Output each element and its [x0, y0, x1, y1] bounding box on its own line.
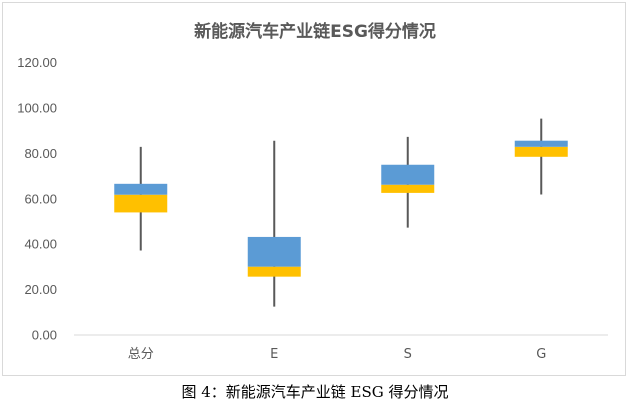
y-tick-label: 60.00	[24, 191, 57, 206]
y-tick-label: 80.00	[24, 146, 57, 161]
upper-box	[381, 164, 435, 185]
box-s	[381, 136, 435, 228]
upper-box	[514, 140, 568, 147]
x-axis: 总分 E S G	[74, 334, 608, 362]
lower-box	[114, 194, 168, 213]
lower-box	[514, 146, 568, 157]
x-tick-label: G	[536, 347, 546, 362]
figure-caption: 图 4：新能源汽车产业链 ESG 得分情况	[181, 383, 449, 401]
x-tick-label: 总分	[128, 347, 154, 362]
y-tick-label: 20.00	[24, 282, 57, 297]
box-total	[114, 146, 168, 251]
lower-box	[381, 184, 435, 193]
upper-box	[114, 183, 168, 195]
upper-box	[247, 236, 301, 267]
x-tick-label: E	[270, 347, 278, 362]
y-tick-label: 120.00	[17, 55, 57, 70]
y-tick-label: 0.00	[32, 328, 57, 343]
box-e	[247, 140, 301, 307]
y-tick-label: 40.00	[24, 237, 57, 252]
x-tick-label: S	[404, 347, 412, 362]
lower-box	[247, 266, 301, 277]
box-series	[114, 118, 568, 307]
chart-title: 新能源汽车产业链ESG得分情况	[194, 22, 436, 42]
y-axis: 0.00 20.00 40.00 60.00 80.00 100.00 120.00	[17, 55, 57, 342]
chart-frame	[2, 2, 626, 376]
box-g	[514, 118, 568, 195]
y-tick-label: 100.00	[17, 101, 57, 116]
